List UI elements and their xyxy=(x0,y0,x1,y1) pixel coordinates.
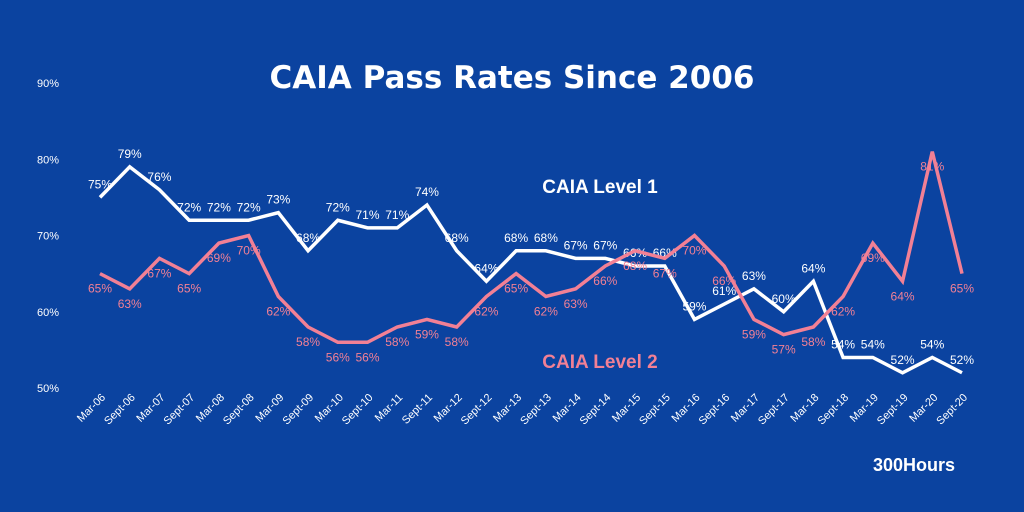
data-label: 59% xyxy=(682,299,706,313)
x-tick-label: Sept-14 xyxy=(578,392,614,428)
y-tick-label: 90% xyxy=(37,78,59,90)
data-label: 64% xyxy=(801,261,825,275)
data-label: 68% xyxy=(296,231,320,245)
data-label: 54% xyxy=(861,338,885,352)
x-tick-label: Sept-15 xyxy=(637,392,673,428)
data-label: 62% xyxy=(831,305,855,319)
data-label: 65% xyxy=(88,282,112,296)
series-line xyxy=(99,151,964,344)
data-label: 63% xyxy=(564,297,588,311)
legend-level-2: CAIA Level 2 xyxy=(542,352,657,373)
x-tick-label: Sept-07 xyxy=(162,392,198,428)
y-tick-label: 80% xyxy=(37,154,59,166)
data-label: 71% xyxy=(385,208,409,222)
x-tick-label: Sept-16 xyxy=(697,392,733,428)
data-label: 79% xyxy=(118,147,142,161)
data-label: 58% xyxy=(801,335,825,349)
data-label: 66% xyxy=(712,274,736,288)
x-tick-label: Sept-13 xyxy=(518,392,554,428)
data-label: 68% xyxy=(623,259,647,273)
x-tick-label: Sept-19 xyxy=(875,392,911,428)
series-level-1: 75%79%76%72% 72% 72%73%68%72%71% 71%74%68%6… xyxy=(88,147,974,375)
data-label: 61% xyxy=(712,284,736,298)
data-label: 59% xyxy=(742,327,766,341)
x-tick-label: Sept-11 xyxy=(400,392,435,427)
data-label: 69% xyxy=(861,251,885,265)
data-label: 68% xyxy=(445,231,469,245)
data-label: 59% xyxy=(415,327,439,341)
y-tick-label: 60% xyxy=(37,307,59,319)
data-label: 63% xyxy=(742,269,766,283)
brand-logo-text: 300Hours xyxy=(873,455,955,475)
x-tick-label: Sept-06 xyxy=(102,392,138,428)
data-label: 72% xyxy=(207,200,231,214)
x-tick-label: Sept-09 xyxy=(280,392,316,428)
data-label: 52% xyxy=(891,353,915,367)
data-label: 54% xyxy=(920,338,944,352)
y-axis: 50% 60% 70% 80% 90% xyxy=(37,78,59,395)
x-tick-label: Sept-18 xyxy=(815,392,851,428)
data-label: 64% xyxy=(891,289,915,303)
data-label: 68% xyxy=(504,231,528,245)
data-label: 71% xyxy=(356,208,380,222)
data-label: 76% xyxy=(147,170,171,184)
data-label: 60% xyxy=(772,292,796,306)
data-label: 72% xyxy=(237,200,261,214)
data-label: 65% xyxy=(504,282,528,296)
data-label: 72% xyxy=(326,200,350,214)
data-label: 68% xyxy=(534,231,558,245)
x-axis: Mar-06Sept-06Mar-07Sept-07Mar-08Sept-08M… xyxy=(75,392,970,428)
x-tick-label: Sept-17 xyxy=(756,392,792,428)
data-label: 74% xyxy=(415,185,439,199)
chart-title: CAIA Pass Rates Since 2006 xyxy=(270,60,755,96)
data-label: 66% xyxy=(593,274,617,288)
data-label: 67% xyxy=(653,266,677,280)
data-label: 70% xyxy=(682,244,706,258)
data-label: 65% xyxy=(177,282,201,296)
data-label: 63% xyxy=(118,297,142,311)
data-label: 57% xyxy=(772,343,796,357)
data-label: 67% xyxy=(593,238,617,252)
x-tick-label: Sept-10 xyxy=(340,392,376,428)
data-label: 54% xyxy=(831,338,855,352)
x-tick-label: Sept-08 xyxy=(221,392,257,428)
data-label: 65% xyxy=(950,282,974,296)
x-tick-label: Sept-20 xyxy=(934,392,970,428)
data-label: 58% xyxy=(445,335,469,349)
data-label: 81% xyxy=(920,160,944,174)
y-tick-label: 70% xyxy=(37,231,59,243)
x-tick-label: Sept-12 xyxy=(459,392,495,428)
y-tick-label: 50% xyxy=(37,383,59,395)
data-label: 62% xyxy=(534,305,558,319)
legend-level-1: CAIA Level 1 xyxy=(542,177,658,198)
data-label: 58% xyxy=(385,335,409,349)
series-level-2: 65% 63% 67% 65% 69% 70% 62% 58% 56% 56% 58% 59% 58% 6… xyxy=(88,151,974,364)
data-label: 56% xyxy=(356,350,380,364)
series-line xyxy=(98,164,963,375)
data-label: 52% xyxy=(950,353,974,367)
data-label: 58% xyxy=(296,335,320,349)
data-label: 64% xyxy=(474,261,498,275)
data-label: 73% xyxy=(266,193,290,207)
data-label: 67% xyxy=(147,266,171,280)
data-label: 56% xyxy=(326,350,350,364)
data-label: 62% xyxy=(474,305,498,319)
data-label: 70% xyxy=(237,244,261,258)
data-label: 75% xyxy=(88,177,112,191)
data-label: 72% xyxy=(177,200,201,214)
data-label: 62% xyxy=(266,305,290,319)
data-label: 66% xyxy=(623,246,647,260)
data-label: 69% xyxy=(207,251,231,265)
data-label: 67% xyxy=(564,238,588,252)
